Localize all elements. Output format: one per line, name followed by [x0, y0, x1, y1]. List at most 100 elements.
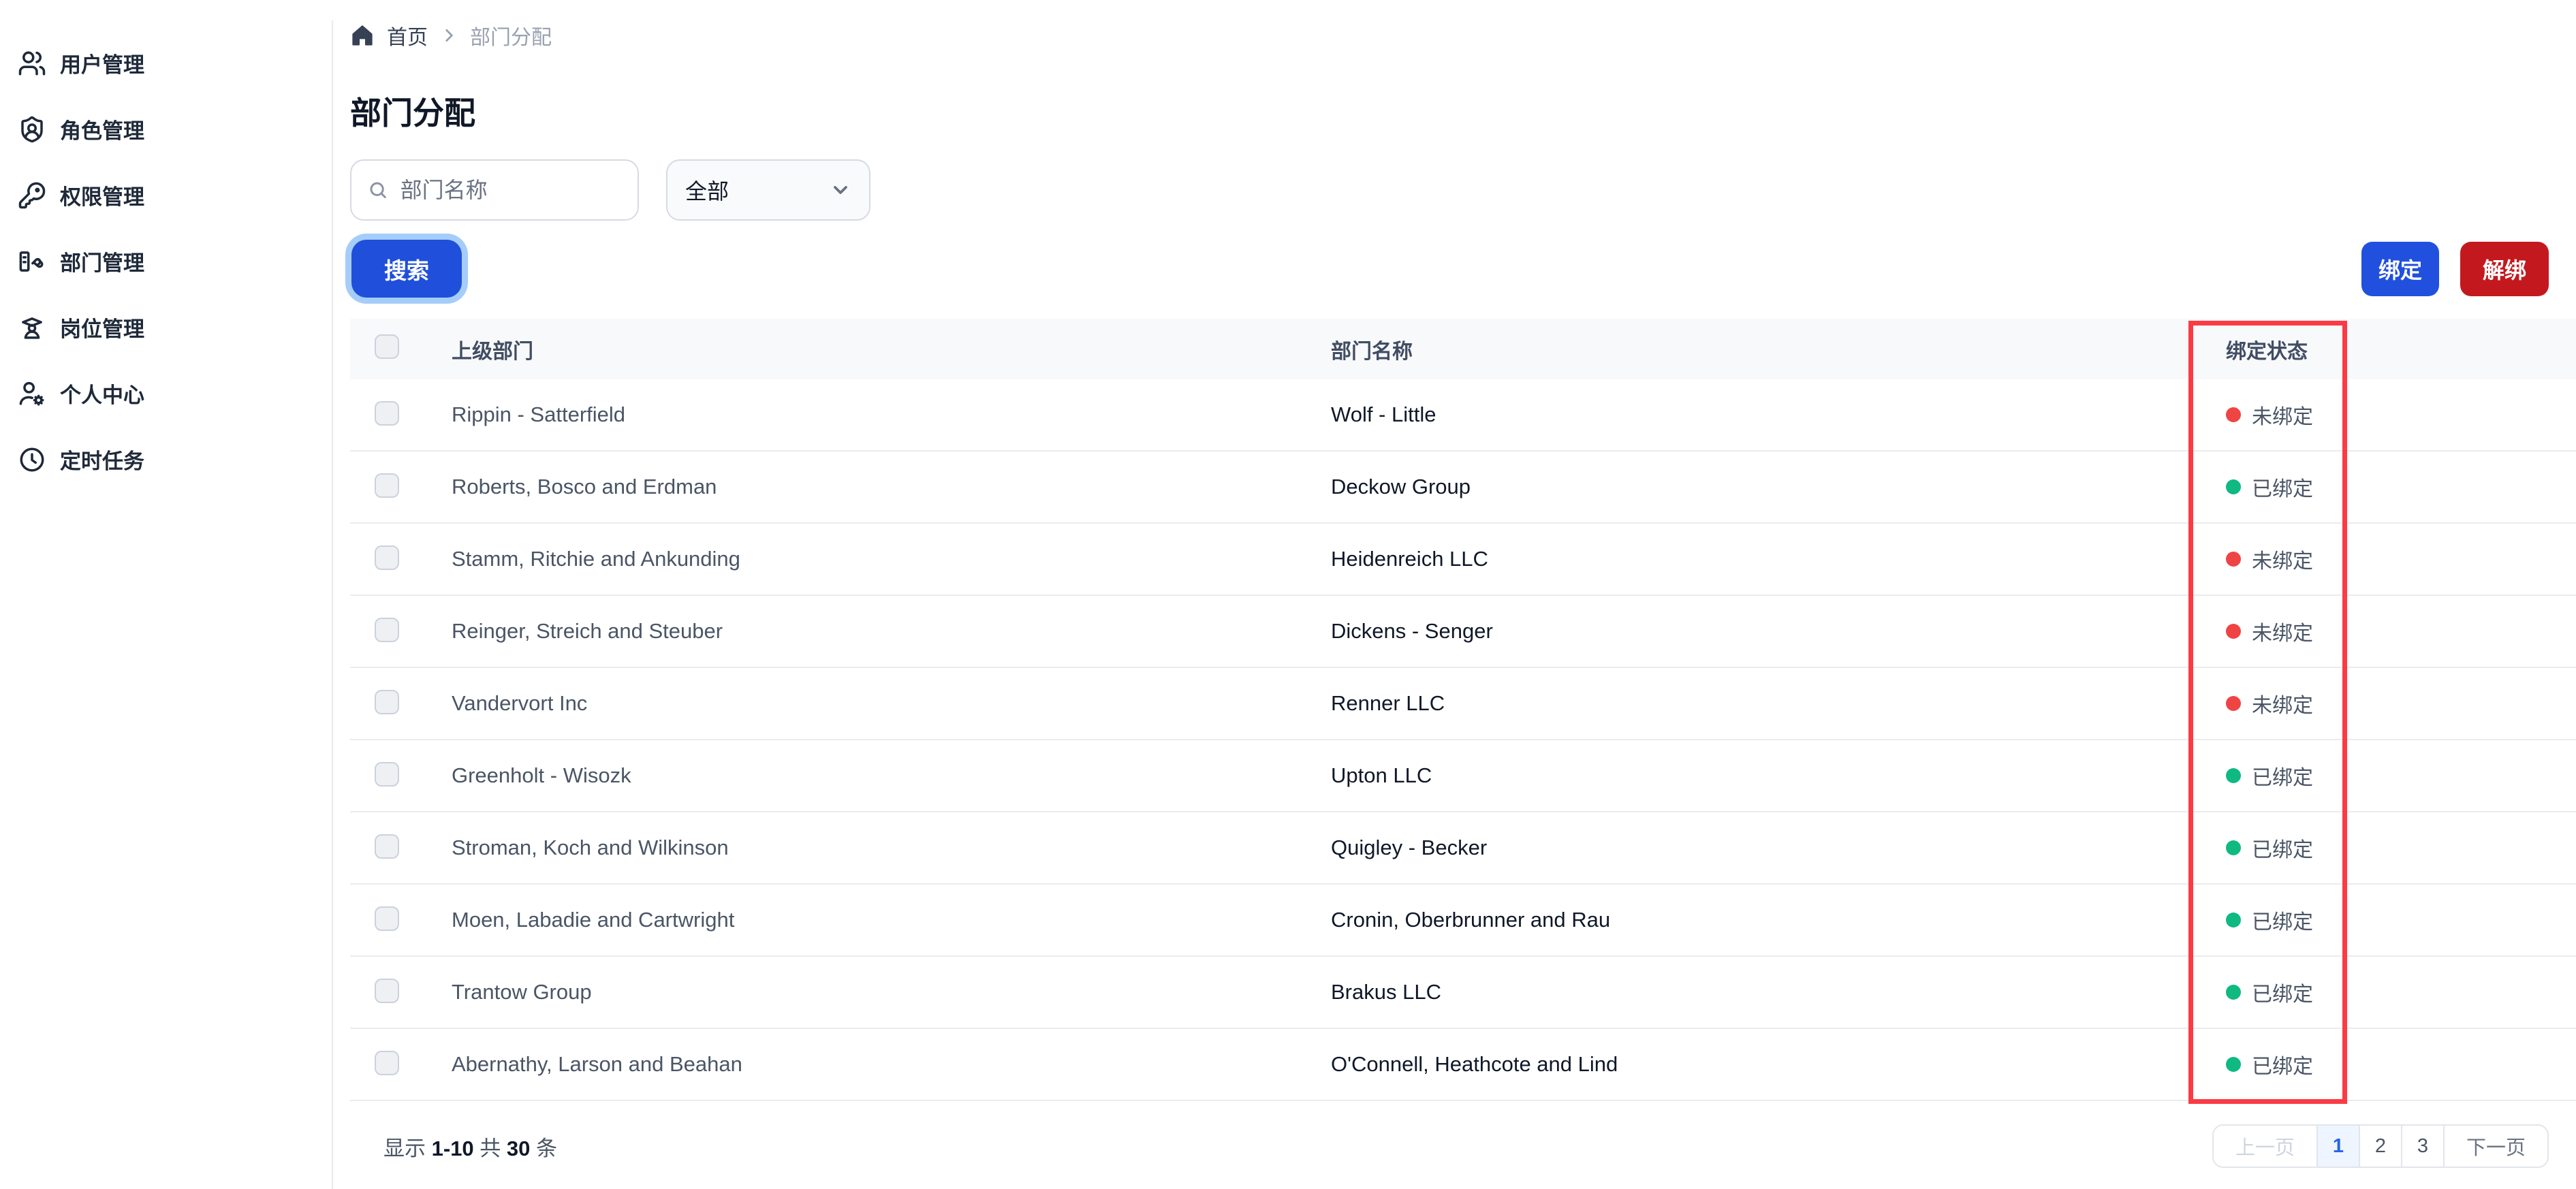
row-checkbox[interactable]: [375, 617, 399, 642]
page-title: 部门分配: [350, 95, 475, 131]
next-page-button[interactable]: 下一页: [2443, 1126, 2547, 1167]
col-header-status: 绑定状态: [2226, 340, 2308, 363]
breadcrumb-home[interactable]: 首页: [387, 27, 428, 49]
row-checkbox[interactable]: [375, 834, 399, 859]
sidebar-item-label: 用户管理: [60, 53, 144, 77]
sidebar-item-positions[interactable]: 岗位管理: [0, 294, 332, 360]
sidebar-item-roles[interactable]: 角色管理: [0, 96, 332, 162]
chevron-down-icon: [834, 186, 847, 194]
user-gear-icon: [19, 381, 44, 406]
binding-status: 已绑定: [2226, 761, 2576, 791]
row-checkbox[interactable]: [375, 473, 399, 498]
row-checkbox[interactable]: [375, 689, 399, 714]
page-button-1[interactable]: 1: [2316, 1126, 2359, 1167]
status-label: 未绑定: [2252, 550, 2313, 573]
department-name: Renner LLC: [1331, 691, 1445, 715]
sidebar-item-label: 权限管理: [60, 185, 144, 209]
department-name: Deckow Group: [1331, 475, 1471, 498]
pager: 上一页 1 2 3 下一页: [2212, 1124, 2549, 1168]
table-row: Reinger, Streich and Steuber Dickens - S…: [350, 596, 2576, 668]
status-label: 已绑定: [2252, 983, 2313, 1006]
col-header-parent: 上级部门: [452, 340, 533, 363]
select-value: 全部: [685, 179, 729, 204]
status-label: 已绑定: [2252, 911, 2313, 934]
department-name: Cronin, Oberbrunner and Rau: [1331, 908, 1611, 932]
status-dot: [2226, 552, 2241, 567]
sidebar-item-label: 角色管理: [60, 119, 144, 143]
department-name: Heidenreich LLC: [1331, 547, 1488, 571]
table-row: Trantow Group Brakus LLC 已绑定: [350, 957, 2576, 1029]
row-checkbox[interactable]: [375, 906, 399, 931]
search-button[interactable]: 搜索: [351, 240, 462, 298]
action-row: 搜索 绑定 解绑: [350, 240, 2549, 298]
summary-show-label: 显示: [383, 1136, 426, 1160]
key-icon: [18, 182, 46, 208]
binding-status: 未绑定: [2226, 544, 2576, 574]
summary-unit: 条: [536, 1136, 558, 1160]
department-name: Brakus LLC: [1331, 980, 1441, 1004]
sidebar-item-users[interactable]: 用户管理: [0, 30, 332, 96]
select-all-checkbox[interactable]: [375, 334, 399, 359]
page-button-2[interactable]: 2: [2358, 1126, 2401, 1167]
departments-table: 上级部门 部门名称 绑定状态 Rippin - Satterfield Wolf…: [350, 319, 2576, 1101]
department-name: O'Connell, Heathcote and Lind: [1331, 1052, 1618, 1076]
status-label: 未绑定: [2252, 695, 2313, 717]
sidebar-item-scheduled-tasks[interactable]: 定时任务: [0, 426, 332, 492]
prev-page-button[interactable]: 上一页: [2213, 1126, 2316, 1167]
table-row: Moen, Labadie and Cartwright Cronin, Obe…: [350, 885, 2576, 957]
parent-department: Abernathy, Larson and Beahan: [452, 1052, 742, 1076]
status-label: 已绑定: [2252, 767, 2313, 789]
position-icon: [22, 317, 42, 339]
parent-department: Greenholt - Wisozk: [452, 763, 631, 787]
row-checkbox[interactable]: [375, 761, 399, 787]
pagination-bar: 显示 1-10 共 30 条 上一页 1 2 3 下一页: [350, 1124, 2549, 1168]
department-name: Quigley - Becker: [1331, 836, 1488, 859]
binding-status: 已绑定: [2226, 1049, 2576, 1079]
table-row: Abernathy, Larson and Beahan O'Connell, …: [350, 1029, 2576, 1101]
status-label: 已绑定: [2252, 1056, 2313, 1078]
sidebar-item-profile[interactable]: 个人中心: [0, 360, 332, 426]
row-checkbox[interactable]: [375, 400, 399, 426]
table-row: Stamm, Ritchie and Ankunding Heidenreich…: [350, 524, 2576, 596]
status-label: 未绑定: [2252, 622, 2313, 645]
parent-department: Stroman, Koch and Wilkinson: [452, 836, 729, 859]
row-checkbox[interactable]: [375, 545, 399, 570]
results-summary: 显示 1-10 共 30 条: [383, 1131, 557, 1162]
status-filter-select[interactable]: 全部: [666, 159, 870, 221]
home-icon[interactable]: [350, 23, 375, 48]
sidebar: 用户管理 角色管理 权限管理 部门管理 岗位管理 个人中心 定时任务: [0, 20, 333, 1189]
status-dot: [2226, 1057, 2241, 1072]
status-dot: [2226, 407, 2241, 422]
status-dot: [2226, 624, 2241, 639]
users-icon: [18, 51, 46, 75]
binding-status: 已绑定: [2226, 905, 2576, 935]
page-button-3[interactable]: 3: [2400, 1126, 2443, 1167]
table-row: Stroman, Koch and Wilkinson Quigley - Be…: [350, 812, 2576, 885]
department-name: Wolf - Little: [1331, 402, 1436, 426]
sidebar-item-permissions[interactable]: 权限管理: [0, 162, 332, 228]
sidebar-item-departments[interactable]: 部门管理: [0, 228, 332, 294]
search-input[interactable]: [400, 177, 621, 203]
main-content: 首页 部门分配 部门分配 全部 搜索 绑定 解绑 上级部门 部门名称 绑定状态: [333, 20, 2576, 1168]
unbind-button[interactable]: 解绑: [2460, 241, 2549, 296]
chevron-right-icon: [445, 29, 453, 42]
status-label: 已绑定: [2252, 478, 2313, 501]
table-row: Rippin - Satterfield Wolf - Little 未绑定: [350, 379, 2576, 451]
parent-department: Vandervort Inc: [452, 691, 588, 715]
summary-total: 30: [506, 1136, 531, 1160]
shield-user-icon: [21, 116, 43, 142]
department-name: Dickens - Senger: [1331, 619, 1493, 643]
binding-status: 未绑定: [2226, 616, 2576, 646]
row-checkbox[interactable]: [375, 978, 399, 1003]
search-box: [350, 159, 639, 221]
parent-department: Moen, Labadie and Cartwright: [452, 908, 735, 932]
summary-total-label: 共: [480, 1136, 501, 1160]
bind-button[interactable]: 绑定: [2361, 241, 2439, 296]
status-dot: [2226, 985, 2241, 1000]
department-name: Upton LLC: [1331, 763, 1432, 787]
sidebar-item-label: 岗位管理: [60, 317, 144, 341]
status-dot: [2226, 768, 2241, 783]
status-dot: [2226, 696, 2241, 711]
parent-department: Rippin - Satterfield: [452, 402, 626, 426]
row-checkbox[interactable]: [375, 1050, 399, 1075]
